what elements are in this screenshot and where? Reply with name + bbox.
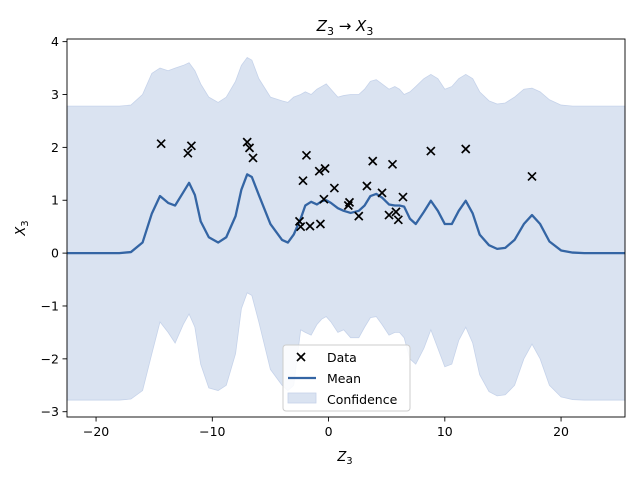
data-point (393, 215, 403, 225)
legend-marker-data (296, 352, 306, 362)
x-axis-label: Z3 (336, 450, 352, 467)
data-point (368, 156, 378, 166)
legend-marker-confidence (287, 392, 317, 404)
mean-line-layer (67, 173, 625, 255)
x-tick-label: −20 (83, 424, 109, 439)
data-point (156, 139, 166, 149)
data-point (186, 141, 196, 151)
data-point (244, 143, 255, 153)
data-point (305, 221, 315, 231)
data-point (319, 194, 329, 204)
legend: Data Mean Confidence (282, 344, 411, 412)
data-point (362, 181, 372, 191)
y-tick-label: 4 (51, 34, 59, 49)
mean-line (67, 173, 625, 255)
x-tick-label: 10 (437, 424, 453, 439)
x-tick-label: −10 (199, 424, 225, 439)
data-point (387, 159, 398, 169)
y-tick-label: 3 (51, 87, 59, 102)
x-axis-ticks: −20 −10 0 10 20 (83, 417, 569, 439)
plot-frame (66, 38, 626, 418)
data-point (242, 137, 252, 147)
data-point (329, 183, 339, 193)
data-point (296, 222, 306, 232)
y-tick-label: 2 (51, 140, 59, 155)
data-point (301, 150, 312, 160)
y-axis-label: X3 (14, 220, 31, 236)
y-tick-label: 0 (51, 246, 59, 261)
y-axis-ticks: −3 −2 −1 0 1 2 3 4 (41, 34, 67, 419)
data-point (398, 192, 408, 202)
legend-label-mean: Mean (327, 371, 361, 386)
legend-label-data: Data (327, 350, 357, 365)
data-point (315, 219, 326, 229)
data-point (248, 153, 258, 163)
y-tick-label: −1 (41, 298, 59, 313)
x-tick-label: 20 (553, 424, 569, 439)
y-tick-label: 1 (51, 193, 59, 208)
data-point (320, 163, 330, 174)
data-point (344, 197, 355, 207)
data-point (384, 210, 394, 220)
data-point (183, 148, 193, 158)
data-point (527, 171, 537, 182)
y-tick-label: −2 (41, 351, 59, 366)
data-point (314, 166, 324, 176)
data-point (377, 188, 387, 198)
data-point (426, 146, 436, 156)
data-point (391, 207, 401, 217)
legend-label-confidence: Confidence (327, 392, 398, 407)
chart-title: Z3 → X3 (316, 17, 374, 38)
data-point (298, 176, 308, 186)
data-point (354, 211, 364, 221)
x-tick-label: 0 (325, 424, 333, 439)
y-tick-label: −3 (41, 404, 59, 419)
data-points-layer (156, 137, 537, 232)
data-point (461, 144, 471, 154)
